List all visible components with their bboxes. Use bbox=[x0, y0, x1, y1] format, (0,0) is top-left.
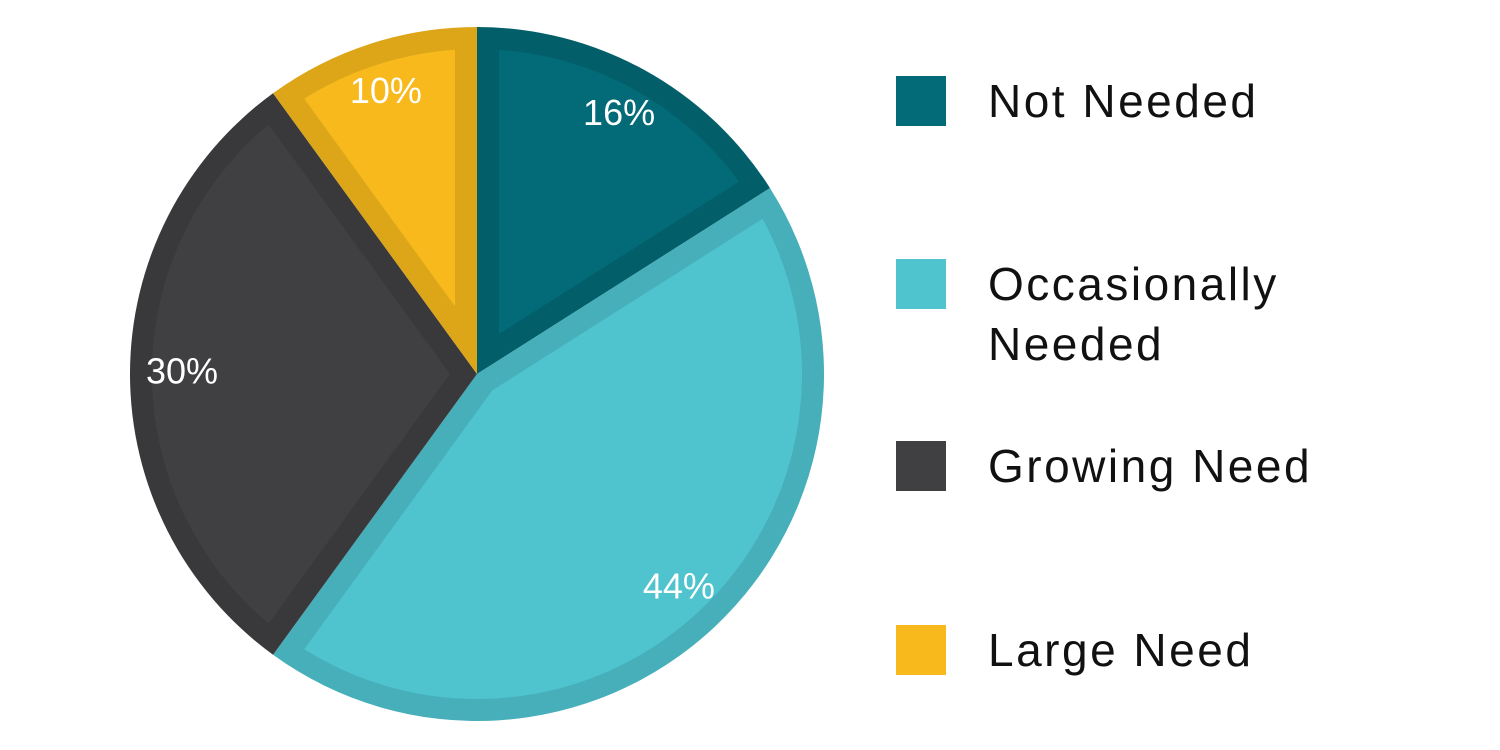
pie-slice bbox=[129, 93, 477, 655]
value-label: 44% bbox=[643, 566, 715, 607]
legend-label: Growing Need bbox=[988, 440, 1313, 492]
legend-item: Occasionally Needed bbox=[896, 258, 1376, 374]
pie-slice bbox=[273, 188, 824, 721]
value-label: 16% bbox=[583, 92, 655, 133]
slice-border bbox=[477, 27, 770, 374]
legend-swatch bbox=[896, 625, 946, 675]
pie-area: 16% 44% 30% 10% bbox=[129, 27, 824, 721]
legend-item: Large Need bbox=[896, 624, 1376, 680]
legend-swatch bbox=[896, 259, 946, 309]
legend-item: Not Needed bbox=[896, 75, 1376, 131]
slice-border bbox=[273, 27, 477, 374]
pie-slice bbox=[477, 27, 770, 374]
legend-label: Large Need bbox=[988, 624, 1254, 676]
legend-label: Occasionally Needed bbox=[988, 258, 1279, 370]
value-label: 10% bbox=[350, 70, 422, 111]
legend-item: Growing Need bbox=[896, 440, 1376, 496]
legend-label: Not Needed bbox=[988, 75, 1259, 127]
pie-slice bbox=[273, 27, 477, 374]
value-label: 30% bbox=[146, 351, 218, 392]
legend-swatch bbox=[896, 76, 946, 126]
legend-swatch bbox=[896, 441, 946, 491]
slice-border bbox=[129, 93, 477, 655]
